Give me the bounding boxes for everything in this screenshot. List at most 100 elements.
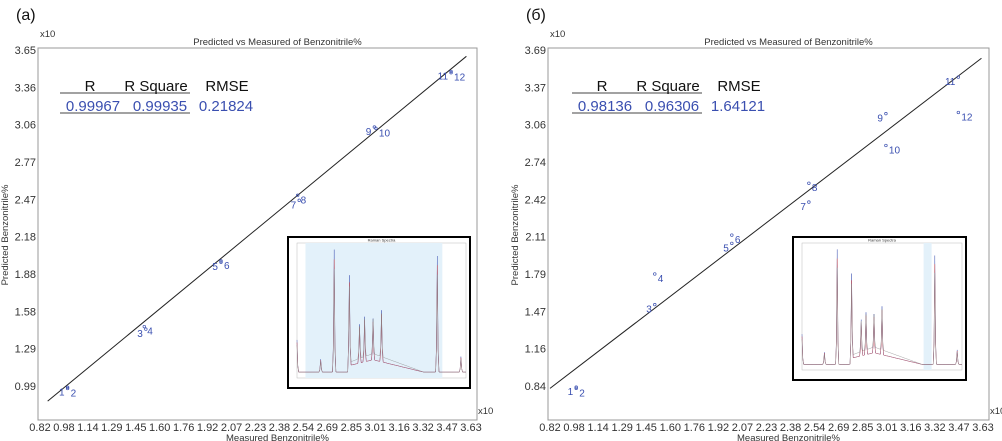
inset-title: Raman Spectra [368,238,397,243]
data-point [449,69,453,74]
fit-line [549,57,982,389]
data-point [297,198,301,202]
data-point-label: 12 [454,73,466,84]
y-tick-label: 3.06 [15,120,36,132]
x-tick-label: 1.29 [101,422,122,434]
data-point-label: 9 [877,114,883,125]
data-point [574,386,578,391]
x-tick-label: 3.32 [412,422,433,434]
plot-frame [37,47,478,421]
plot-frame [547,47,990,421]
x-tick-label: 3.47 [948,422,969,434]
data-point [730,241,734,245]
inset-selected-region [923,243,932,370]
stats-value: 0.98136 [578,98,632,115]
x-tick-label: 1.29 [611,422,632,434]
data-point-label: 4 [147,327,153,338]
data-point [142,324,146,329]
x-tick-label: 1.60 [149,422,170,434]
x-tick-label: 1.14 [587,422,608,434]
x-tick-label: 1.76 [173,422,194,434]
x-tick-label: 3.01 [876,422,897,434]
x-tick-label: 3.32 [924,422,945,434]
data-point [653,303,657,307]
stats-value: 1.64121 [711,98,765,115]
inset-plot-frame [801,242,963,371]
y-tick-label: 1.16 [525,344,546,356]
x-tick-label: 2.85 [852,422,873,434]
stats-header: R Square [636,78,699,95]
data-point-label: 9 [366,127,372,138]
fit-line [47,55,467,402]
inset-selected-region [305,243,443,378]
x-multiplier: x10 [990,406,1002,417]
data-point [956,75,960,79]
data-point [884,143,888,148]
x-tick-label: 2.23 [756,422,777,434]
x-tick-label: 3.01 [365,422,386,434]
x-tick-label: 0.82 [539,422,560,434]
x-tick-label: 3.63 [972,422,993,434]
data-point [956,110,960,115]
stats-header: R [597,78,608,95]
data-point-label: 3 [646,305,652,316]
chart-panel-2: (б) Predicted vs Measured of Benzonitrile… [510,7,1002,441]
stats-header: R [85,78,96,95]
data-point-label: 7 [291,200,297,211]
data-point-label: 6 [735,235,741,246]
data-point [65,385,70,389]
x-tick-label: 2.85 [341,422,362,434]
stats-value: 0.21824 [199,98,253,115]
data-point [219,260,223,264]
data-point-label: 2 [579,388,585,399]
data-point-label: 8 [301,195,307,206]
data-point [807,200,811,204]
data-point-label: 4 [658,274,664,285]
y-tick-label: 2.47 [15,194,36,206]
data-point [374,126,378,130]
y-tick-label: 1.88 [15,269,36,281]
data-point [884,112,888,116]
chart-panel-1: (a) Predicted vs Measured of Benzonitrile… [0,7,493,441]
data-point-label: 11 [438,71,449,82]
x-tick-label: 0.98 [563,422,584,434]
x-tick-label: 1.14 [77,422,98,434]
x-tick-label: 1.92 [708,422,729,434]
data-point-label: 2 [71,389,77,400]
data-point-label: 11 [945,77,956,88]
x-axis-label: Measured Benzonitrile% [737,433,841,441]
y-multiplier: x10 [40,29,55,40]
stats-value: 0.99935 [133,98,187,115]
y-tick-label: 1.79 [525,269,546,281]
data-point [65,386,70,391]
y-multiplier: x10 [550,29,565,40]
inset-spectrum-line [296,269,466,373]
x-tick-label: 1.45 [125,422,146,434]
stats-header: RMSE [205,78,248,95]
x-tick-label: 2.38 [269,422,290,434]
y-tick-label: 0.99 [15,381,36,393]
x-tick-label: 3.16 [900,422,921,434]
data-point [144,327,148,331]
x-tick-label: 3.47 [436,422,457,434]
data-point-label: 5 [723,243,729,254]
x-tick-label: 2.38 [780,422,801,434]
y-tick-label: 2.77 [15,157,36,169]
x-tick-label: 2.69 [828,422,849,434]
chart-title: Predicted vs Measured of Benzonitrile% [704,37,873,48]
y-tick-label: 2.11 [525,232,546,244]
y-tick-label: 0.84 [525,381,546,393]
chart-title: Predicted vs Measured of Benzonitrile% [193,37,362,48]
x-tick-label: 2.54 [293,422,314,434]
y-tick-label: 3.69 [525,45,546,57]
x-tick-label: 1.76 [684,422,705,434]
y-tick-label: 1.29 [15,344,36,356]
data-point-label: 1 [59,387,65,398]
data-point-label: 8 [812,183,818,194]
y-tick-label: 3.65 [15,45,36,57]
x-tick-label: 3.63 [460,422,481,434]
data-point [807,181,811,185]
x-tick-label: 2.69 [317,422,338,434]
data-point-label: 5 [212,262,218,273]
